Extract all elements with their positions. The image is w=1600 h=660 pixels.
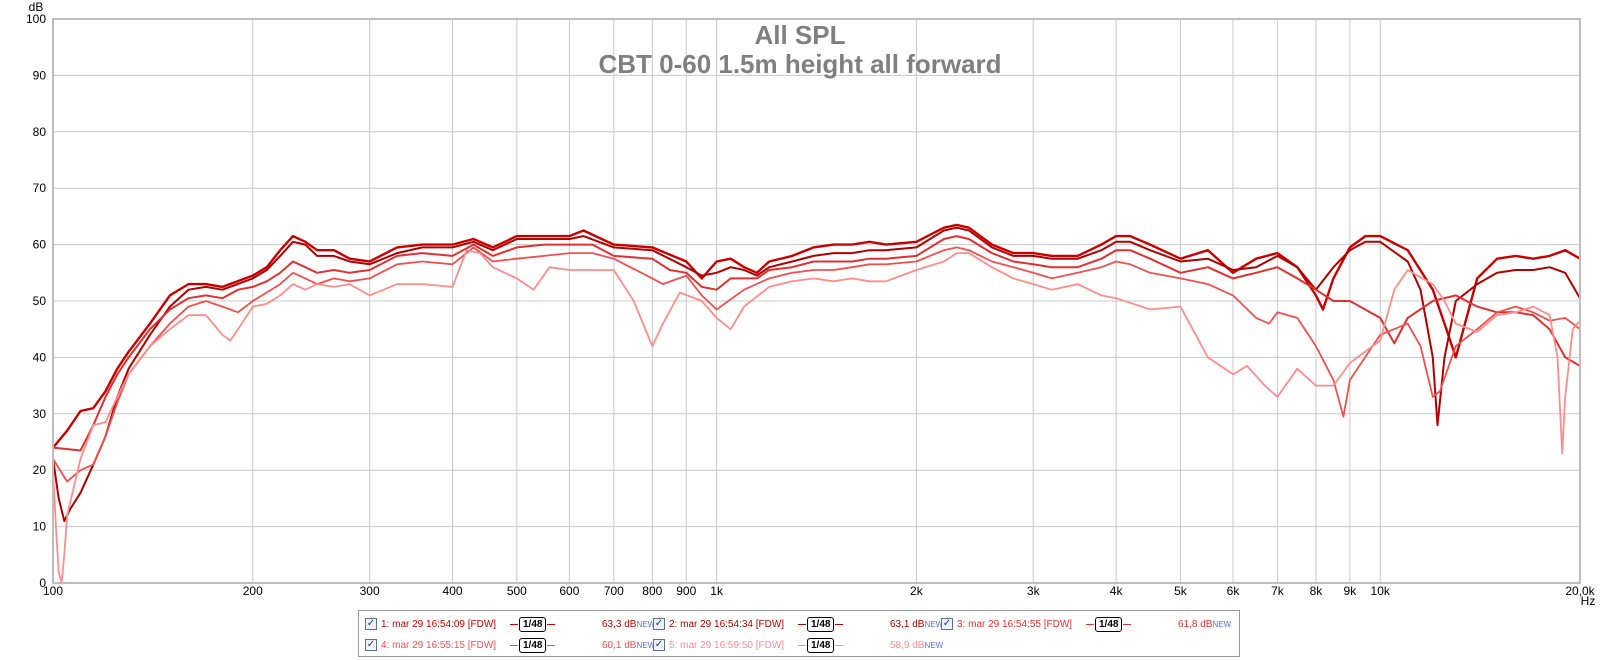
x-tick-label: 500	[507, 584, 527, 598]
legend-checkbox-3[interactable]: ✓	[941, 618, 953, 630]
legend-new-tag-5: NEW	[924, 640, 944, 650]
series-line-3	[52, 235, 1581, 452]
y-tick-label: 20	[33, 463, 47, 477]
legend-item-2[interactable]: ✓ 2: mar 29 16:54:34 [FDW] 1/48 63,1 dB …	[653, 615, 943, 633]
x-tick-label: 9k	[1344, 584, 1358, 598]
y-tick-label: 30	[33, 407, 47, 421]
x-tick-label: 200	[243, 584, 263, 598]
y-axis-ticks: 0 10 20 30 40 50 60 70 80 90 100	[26, 12, 46, 590]
y-tick-label: 60	[33, 238, 47, 252]
x-tick-label: 600	[559, 584, 579, 598]
y-tick-label: 100	[26, 12, 46, 26]
y-tick-label: 90	[33, 68, 47, 82]
series-line-2	[52, 226, 1581, 522]
legend-panel: ✓ 1: mar 29 16:54:09 [FDW] 1/48 63,3 dB …	[358, 610, 1240, 657]
y-tick-label: 80	[33, 125, 47, 139]
x-tick-label: 5k	[1174, 584, 1188, 598]
legend-checkbox-1[interactable]: ✓	[365, 618, 377, 630]
legend-item-5[interactable]: ✓ 5: mar 29 16:59:50 [FDW] 1/48 58,9 dB …	[653, 636, 943, 654]
x-tick-label: 300	[360, 584, 380, 598]
y-tick-label: 70	[33, 181, 47, 195]
series-line-1	[51, 223, 1582, 449]
x-tick-label: 10k	[1371, 584, 1391, 598]
legend-value-1: 63,3 dB	[601, 618, 637, 630]
smoothing-badge-3[interactable]: 1/48	[1085, 616, 1133, 632]
legend-item-1[interactable]: ✓ 1: mar 29 16:54:09 [FDW] 1/48 63,3 dB …	[365, 615, 655, 633]
smoothing-badge-1[interactable]: 1/48	[509, 616, 557, 632]
legend-new-tag-1: NEW	[636, 619, 656, 629]
y-axis-label: dB	[29, 0, 44, 14]
smoothing-badge-4[interactable]: 1/48	[509, 637, 557, 653]
x-axis-unit-label: Hz	[1581, 594, 1596, 608]
x-tick-label: 800	[642, 584, 662, 598]
x-tick-label: 4k	[1110, 584, 1124, 598]
x-tick-label: 900	[676, 584, 696, 598]
x-tick-label: 6k	[1227, 584, 1241, 598]
y-tick-label: 10	[33, 520, 47, 534]
chart-subtitle: CBT 0-60 1.5m height all forward	[598, 49, 1001, 79]
legend-item-3[interactable]: ✓ 3: mar 29 16:54:55 [FDW] 1/48 61,8 dB …	[941, 615, 1231, 633]
legend-new-tag-4: NEW	[636, 640, 656, 650]
legend-checkbox-2[interactable]: ✓	[653, 618, 665, 630]
y-tick-label: 50	[33, 294, 47, 308]
x-axis-ticks: 100 200 300 400 500 600 700 800 900 1k 2k 3k 4k 5k 6k 7…	[43, 584, 1596, 598]
legend-value-5: 58,9 dB	[889, 639, 925, 651]
x-tick-label: 3k	[1027, 584, 1041, 598]
x-tick-label: 400	[443, 584, 463, 598]
series-layer	[51, 223, 1582, 584]
y-tick-label: 0	[39, 576, 46, 590]
legend-label-1: 1: mar 29 16:54:09 [FDW]	[381, 618, 497, 630]
smoothing-badge-2[interactable]: 1/48	[797, 616, 845, 632]
legend-label-5: 5: mar 29 16:59:50 [FDW]	[669, 639, 785, 651]
legend-label-2: 2: mar 29 16:54:34 [FDW]	[669, 618, 785, 630]
legend-value-4: 60,1 dB	[601, 639, 637, 651]
legend-label-3: 3: mar 29 16:54:55 [FDW]	[957, 618, 1073, 630]
legend-value-2: 63,1 dB	[889, 618, 925, 630]
smoothing-badge-5[interactable]: 1/48	[797, 637, 845, 653]
plot-frame	[52, 18, 1581, 584]
x-tick-label: 7k	[1271, 584, 1285, 598]
series-line-5	[52, 249, 1581, 584]
legend-value-3: 61,8 dB	[1177, 618, 1213, 630]
x-tick-label: 100	[43, 584, 63, 598]
legend-checkbox-5[interactable]: ✓	[653, 639, 665, 651]
legend-item-4[interactable]: ✓ 4: mar 29 16:55:15 [FDW] 1/48 60,1 dB …	[365, 636, 655, 654]
legend-new-tag-3: NEW	[1212, 619, 1232, 629]
legend-new-tag-2: NEW	[924, 619, 944, 629]
x-tick-label: 20,0k	[1565, 584, 1595, 598]
x-tick-label: 700	[604, 584, 624, 598]
series-line-4	[52, 246, 1581, 483]
y-tick-label: 40	[33, 350, 47, 364]
chart-title: All SPL	[754, 20, 845, 50]
x-tick-label: 2k	[910, 584, 924, 598]
x-tick-label: 1k	[710, 584, 724, 598]
legend-checkbox-4[interactable]: ✓	[365, 639, 377, 651]
x-tick-label: 8k	[1310, 584, 1324, 598]
legend-label-4: 4: mar 29 16:55:15 [FDW]	[381, 639, 497, 651]
